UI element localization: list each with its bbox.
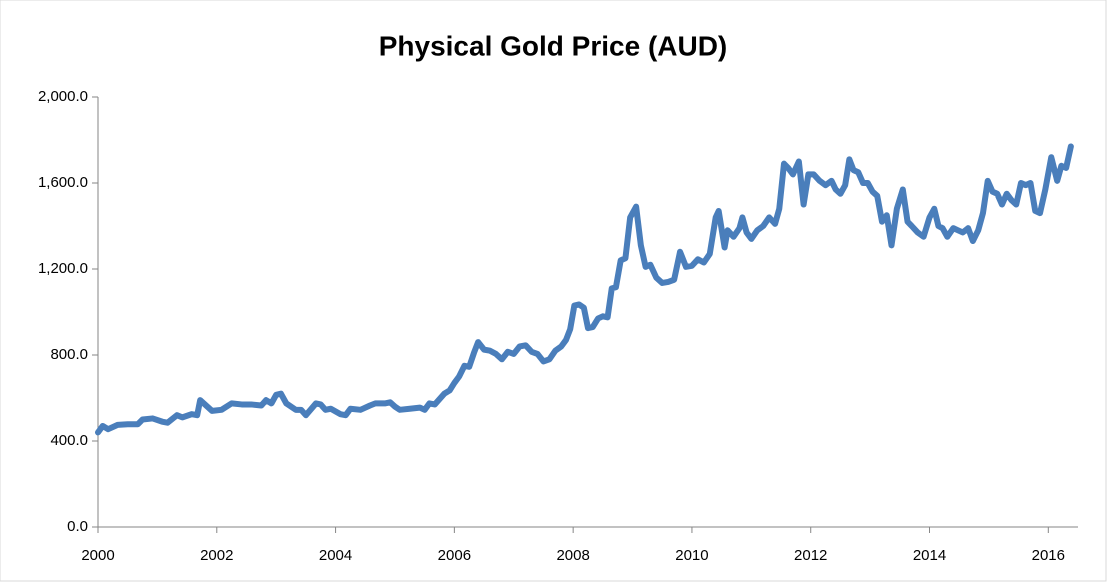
x-tick-label: 2000 bbox=[81, 547, 114, 564]
x-tick-label: 2012 bbox=[794, 547, 827, 564]
x-tick-label: 2008 bbox=[556, 547, 589, 564]
x-tick-label: 2016 bbox=[1032, 547, 1065, 564]
x-tick-label: 2006 bbox=[438, 547, 471, 564]
y-tick-label: 0.0 bbox=[67, 518, 88, 535]
x-tick-label: 2004 bbox=[319, 547, 352, 564]
x-tick-label: 2014 bbox=[913, 547, 946, 564]
y-tick-label: 1,200.0 bbox=[38, 260, 88, 277]
x-tick-label: 2002 bbox=[200, 547, 233, 564]
y-tick-label: 800.0 bbox=[50, 346, 88, 363]
price-line bbox=[95, 143, 1074, 436]
y-tick-label: 2,000.0 bbox=[38, 88, 88, 105]
x-tick-label: 2010 bbox=[675, 547, 708, 564]
y-tick-label: 1,600.0 bbox=[38, 174, 88, 191]
y-tick-label: 400.0 bbox=[50, 432, 88, 449]
chart-title: Physical Gold Price (AUD) bbox=[379, 30, 728, 61]
